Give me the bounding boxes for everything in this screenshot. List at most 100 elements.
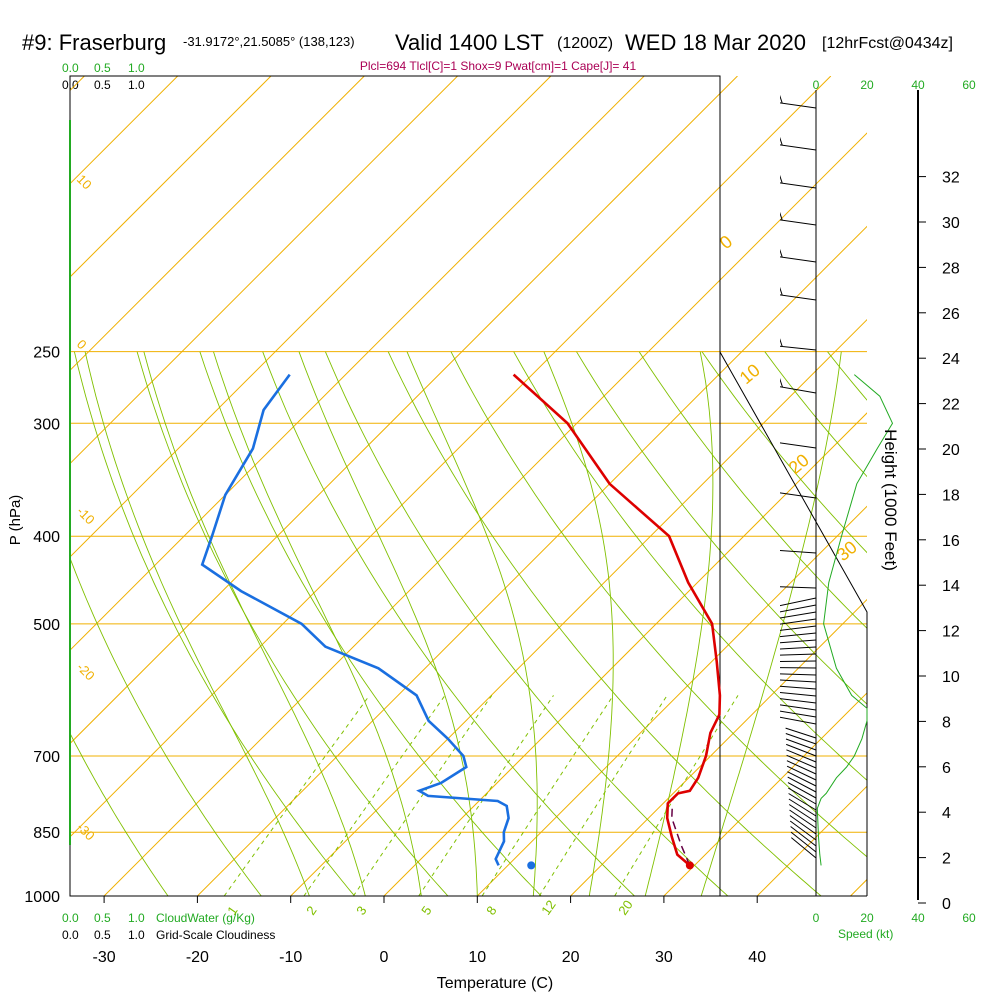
dry-adiabat (324, 351, 729, 896)
wind-barb (788, 793, 817, 811)
wind-barb (780, 716, 817, 725)
sounding-curves (200, 373, 722, 870)
speed-tick-label-top: 20 (860, 78, 874, 92)
cloudiness-tick-bottom: 0.5 (94, 928, 111, 942)
wind-barb (780, 698, 817, 704)
wind-barb (780, 492, 817, 499)
height-tick-label: 30 (942, 215, 960, 232)
mixing-ratio-line (223, 695, 370, 896)
isotherm-line (70, 76, 832, 838)
mixing-ratio-label: 20 (615, 897, 636, 917)
height-tick-label: 32 (942, 170, 960, 187)
dry-adiabat (576, 351, 867, 705)
pressure-tick-label: 500 (33, 617, 60, 634)
dry-adiabat (513, 351, 867, 781)
isotherm-line (103, 132, 867, 896)
wind-barb (780, 667, 817, 669)
wind-barb (786, 749, 817, 763)
wind-barb (780, 286, 817, 301)
temperature-tick-label: 40 (748, 949, 766, 966)
wind-panel (780, 90, 919, 900)
pressure-tick-label: 850 (33, 825, 60, 842)
speed-tick-label-bottom: 20 (860, 911, 874, 925)
height-tick-label: 14 (942, 578, 960, 595)
stability-indices: Plcl=694 Tlcl[C]=1 Shox=9 Pwat[cm]=1 Cap… (360, 59, 637, 73)
y-axis-label: P (hPa) (7, 495, 24, 546)
wind-barb (780, 685, 817, 690)
wind-barb (780, 338, 817, 351)
speed-tick-label-bottom: 60 (962, 911, 976, 925)
pressure-tick-label: 300 (33, 416, 60, 433)
speed-tick-label-top: 40 (911, 78, 925, 92)
height-tick-label: 24 (942, 351, 960, 368)
wind-barb (790, 831, 817, 853)
wind-barb (785, 727, 817, 739)
height-tick-label: 2 (942, 851, 951, 868)
moist-adiabat (213, 351, 422, 896)
moist-adiabat (406, 351, 538, 896)
cloudiness-tick-bottom: 0.0 (62, 928, 79, 942)
moist-adiabat (644, 351, 714, 896)
pressure-tick-label: 700 (33, 749, 60, 766)
wind-barb (780, 94, 817, 109)
surface-temperature-marker (685, 861, 694, 870)
isotherm-line (70, 76, 645, 651)
speed-tick-label-bottom: 0 (813, 911, 820, 925)
moist-adiabat (143, 351, 366, 896)
wind-barb (790, 826, 817, 847)
height-tick-label: 22 (942, 397, 960, 414)
parcel-curve (671, 808, 691, 866)
wind-barb (789, 809, 817, 829)
speed-tick-label-bottom: 40 (911, 911, 925, 925)
dry-adiabat (199, 351, 542, 896)
speed-tick-label-top: 60 (962, 78, 976, 92)
temperature-tick-label: -30 (93, 949, 116, 966)
wind-barb (790, 837, 817, 859)
dry-adiabat (638, 351, 867, 629)
pressure-tick-label: 1000 (24, 889, 60, 906)
moist-adiabat (700, 351, 842, 896)
station-coords: -31.9172°,21.5085° (138,123) (183, 34, 355, 49)
cloudwater-tick-bottom: 0.0 (62, 911, 79, 925)
isotherm-line (383, 412, 867, 896)
wind-barb (780, 679, 817, 683)
valid-time: Valid 1400 LST (395, 30, 544, 55)
wind-barb (780, 704, 817, 711)
dry-adiabat (450, 351, 867, 858)
height-tick-label: 4 (942, 805, 951, 822)
temperature-tick-label: -20 (186, 949, 209, 966)
height-tick-label: 8 (942, 714, 951, 731)
wind-barb (780, 646, 817, 650)
mixing-ratio-line (418, 695, 554, 896)
moist-adiabat (84, 351, 310, 896)
height-tick-label: 20 (942, 442, 960, 459)
dry-adiabat (136, 351, 449, 896)
wind-barb (788, 798, 817, 817)
height-tick-label: 28 (942, 260, 960, 277)
isotherm-line (197, 225, 867, 896)
isotherm-line (476, 505, 867, 896)
cloudiness-tick-top: 1.0 (128, 78, 145, 92)
cloudiness-tick-top: 0.5 (94, 78, 111, 92)
wind-barb (780, 611, 817, 619)
speed-tick-label-top: 0 (813, 78, 820, 92)
dewpoint-curve (200, 373, 510, 866)
dry-adiabat (73, 351, 355, 896)
isotherm-line (663, 692, 867, 896)
wind-barb (787, 782, 817, 799)
wind-barb (780, 248, 817, 263)
isotherm-line (290, 318, 867, 896)
isotherm-line (70, 76, 365, 372)
wind-barb (780, 136, 817, 151)
mixing-ratio-line (614, 695, 739, 896)
wind-barb (780, 618, 817, 625)
temperature-tick-label: 30 (655, 949, 673, 966)
dry-adiabat (262, 351, 635, 896)
valid-date: WED 18 Mar 2020 (625, 30, 806, 55)
mixing-ratio-line (352, 695, 493, 896)
wind-barb (780, 639, 817, 644)
height-axis-label: Height (1000 Feet) (881, 429, 900, 571)
pressure-tick-label: 250 (33, 345, 60, 362)
dry-adiabat (70, 732, 169, 896)
